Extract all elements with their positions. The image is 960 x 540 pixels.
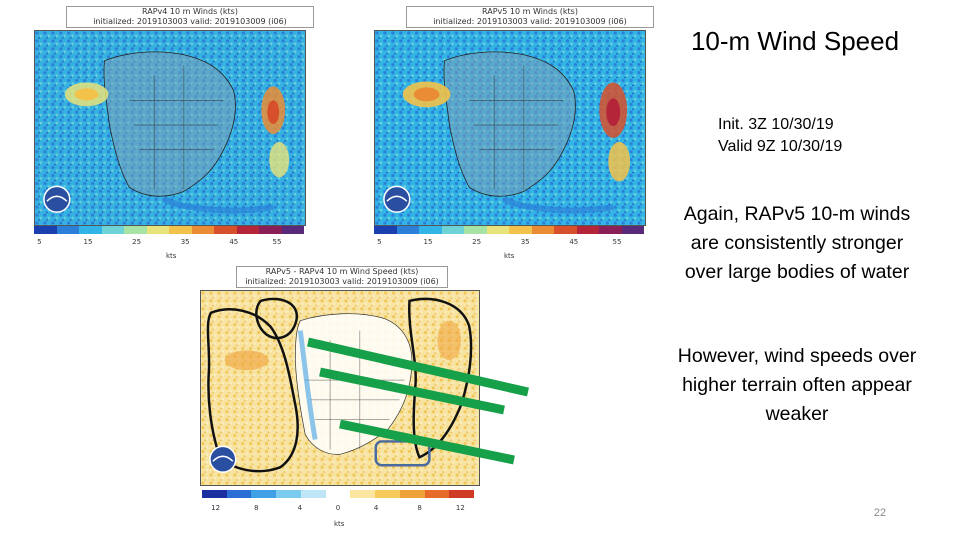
terrain-finding-text: However, wind speeds over higher terrain… — [677, 345, 917, 425]
rapv5-units: kts — [504, 252, 515, 260]
rapv5-tick: 55 — [612, 238, 622, 246]
rapv4-tick: 15 — [83, 238, 93, 246]
diff-tick: 4 — [297, 504, 303, 512]
rapv4-tick: 35 — [180, 238, 190, 246]
rapv4-header: RAPv4 10 m Winds (kts) initialized: 2019… — [66, 6, 314, 28]
diff-header-title: RAPv5 - RAPv4 10 m Wind Speed (kts) — [265, 267, 419, 276]
rapv4-colorbar-ticks: 5 15 25 35 45 55 — [34, 238, 304, 248]
rapv5-tick: 35 — [520, 238, 530, 246]
rapv5-header-title: RAPv5 10 m Winds (kts) — [482, 7, 578, 16]
noaa-logo-icon — [43, 185, 71, 213]
slide-title: 10-m Wind Speed — [690, 26, 900, 56]
rapv5-wind-map — [374, 30, 646, 226]
diff-tick: 0 — [335, 504, 341, 512]
rapv5-tick: 15 — [423, 238, 433, 246]
diff-colorbar-ticks: 12 8 4 0 4 8 12 — [202, 504, 474, 514]
diff-wind-map — [200, 290, 480, 486]
diff-tick: 12 — [455, 504, 465, 512]
rapv5-tick: 45 — [569, 238, 579, 246]
rapv4-tick: 25 — [132, 238, 142, 246]
rapv4-panel: RAPv4 10 m Winds (kts) initialized: 2019… — [30, 6, 314, 264]
diff-panel: RAPv5 - RAPv4 10 m Wind Speed (kts) init… — [196, 266, 486, 534]
diff-units: kts — [334, 520, 345, 528]
noaa-logo-icon — [383, 185, 411, 213]
rapv4-colorbar — [34, 226, 304, 234]
init-time: Init. 3Z 10/30/19 — [718, 116, 834, 133]
valid-time: Valid 9Z 10/30/19 — [718, 138, 843, 155]
diff-tick: 12 — [211, 504, 221, 512]
rapv5-panel: RAPv5 10 m Winds (kts) initialized: 2019… — [370, 6, 654, 264]
rapv4-units: kts — [166, 252, 177, 260]
rapv4-header-title: RAPv4 10 m Winds (kts) — [142, 7, 238, 16]
diff-tick: 8 — [254, 504, 259, 512]
water-finding-text: Again, RAPv5 10-m winds are consistently… — [683, 203, 911, 283]
rapv4-wind-map — [34, 30, 306, 226]
diff-header: RAPv5 - RAPv4 10 m Wind Speed (kts) init… — [236, 266, 448, 288]
diff-header-times: initialized: 2019103003 valid: 201910300… — [245, 277, 439, 286]
rapv5-tick: 5 — [377, 238, 382, 246]
rapv4-tick: 45 — [229, 238, 239, 246]
ocean-outline-west — [206, 308, 299, 473]
diff-tick: 4 — [373, 504, 379, 512]
rapv5-header: RAPv5 10 m Winds (kts) initialized: 2019… — [406, 6, 654, 28]
rapv5-tick: 25 — [472, 238, 482, 246]
rapv4-header-times: initialized: 2019103003 valid: 201910300… — [93, 17, 287, 26]
diff-tick: 8 — [417, 504, 422, 512]
noaa-logo-icon — [209, 445, 237, 473]
diff-colorbar — [202, 490, 475, 498]
rapv5-colorbar-ticks: 5 15 25 35 45 55 — [374, 238, 644, 248]
rapv4-tick: 55 — [272, 238, 282, 246]
rapv5-header-times: initialized: 2019103003 valid: 201910300… — [433, 17, 627, 26]
page-number: 22 — [873, 507, 887, 519]
run-times: Init. 3Z 10/30/19 Valid 9Z 10/30/19 — [718, 114, 842, 158]
bay-outline — [255, 297, 298, 340]
rapv5-colorbar — [374, 226, 644, 234]
rapv4-tick: 5 — [37, 238, 42, 246]
